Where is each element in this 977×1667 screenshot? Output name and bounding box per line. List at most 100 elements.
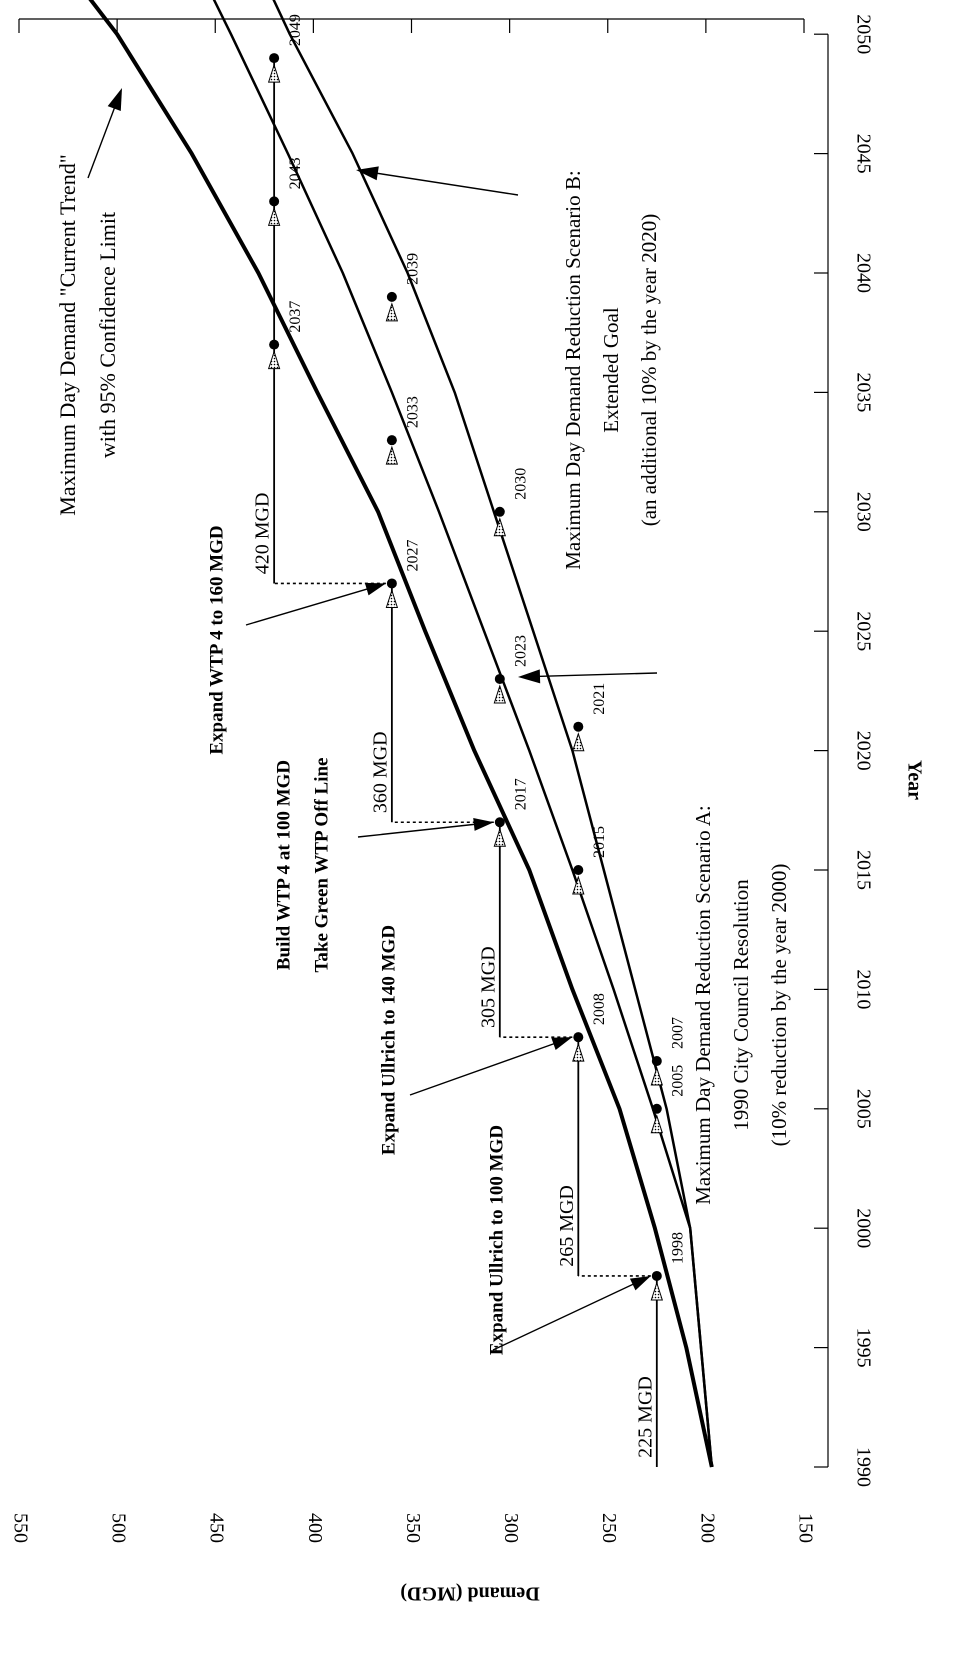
year-marker-dot bbox=[651, 1270, 662, 1281]
y-tick-label: 400 bbox=[304, 1513, 326, 1543]
capacity-label: 225 MGD bbox=[634, 1376, 656, 1458]
x-tick-label: 2020 bbox=[852, 731, 874, 771]
action-arrowhead-icon bbox=[364, 582, 386, 596]
axes: 1990 1995 2000 2005 2010 2015 2020 2025 2030 2035… bbox=[9, 14, 925, 1604]
capacity-label: 360 MGD bbox=[369, 731, 391, 813]
growth-arrow-icon bbox=[385, 588, 399, 608]
year-marker-label: 2017 bbox=[512, 778, 529, 810]
action-label: Take Green WTP Off Line bbox=[311, 757, 332, 972]
y-tick-label: 550 bbox=[9, 1513, 31, 1543]
leader-line bbox=[369, 171, 519, 196]
capacity-steps: 225 MGD 265 MGD 305 MGD 360 MGD 420 MGD bbox=[252, 58, 658, 1467]
y-tick-label: 350 bbox=[402, 1513, 424, 1543]
year-marker-label: 2030 bbox=[512, 468, 529, 500]
action-arrow-line bbox=[357, 823, 480, 838]
x-tick-label: 2030 bbox=[852, 492, 874, 532]
year-marker-label: 2015 bbox=[591, 826, 608, 858]
y-tick-label: 500 bbox=[108, 1513, 130, 1543]
year-marker-dot bbox=[494, 817, 505, 828]
growth-arrow-icon bbox=[267, 350, 281, 370]
y-axis-title: Demand (MGD) bbox=[400, 1582, 539, 1604]
action-label: Expand Ullrich to 140 MGD bbox=[378, 925, 399, 1155]
series-trend-line bbox=[88, 0, 714, 1468]
year-marker-dot bbox=[386, 435, 397, 446]
action-label: Expand Ullrich to 100 MGD bbox=[486, 1125, 507, 1355]
year-marker-label: 2043 bbox=[287, 157, 304, 189]
x-tick-label: 2050 bbox=[852, 14, 874, 54]
growth-arrow-icon bbox=[572, 732, 585, 752]
leader-arrowhead-icon bbox=[107, 88, 122, 112]
series-scenario-b-label: (an additional 10% by the year 2020) bbox=[637, 214, 661, 527]
action-label: Expand WTP 4 to 160 MGD bbox=[206, 525, 227, 754]
growth-arrow-icon bbox=[267, 206, 281, 226]
year-markers: 1998 2005 2007 2008 2015 2021 2017 2023 2030 2027… bbox=[267, 14, 686, 1301]
year-marker-dot bbox=[651, 1056, 662, 1067]
capacity-label: 265 MGD bbox=[556, 1185, 578, 1267]
year-marker-label: 2027 bbox=[405, 539, 422, 571]
action-label: Build WTP 4 at 100 MGD bbox=[273, 760, 294, 970]
growth-arrow-icon bbox=[493, 827, 506, 847]
leader-arrowhead-icon bbox=[356, 166, 379, 181]
year-marker-dot bbox=[386, 578, 397, 589]
series-trend-label: with 95% Confidence Limit bbox=[95, 212, 120, 458]
year-marker-dot bbox=[269, 53, 280, 64]
x-tick-label: 2005 bbox=[852, 1089, 874, 1129]
series-scenario-b-line bbox=[272, 0, 714, 1468]
growth-arrow-icon bbox=[650, 1281, 663, 1301]
year-marker-dot bbox=[494, 506, 505, 517]
year-marker-dot bbox=[573, 865, 584, 875]
action-arrowhead-icon bbox=[551, 1037, 573, 1050]
x-tick-label: 1995 bbox=[852, 1328, 874, 1368]
year-marker-dot bbox=[269, 196, 280, 207]
year-marker-label: 2033 bbox=[405, 396, 422, 428]
year-marker-label: 2007 bbox=[669, 1017, 686, 1049]
x-tick-label: 2010 bbox=[852, 969, 874, 1009]
leader-line bbox=[87, 100, 118, 179]
growth-arrow-icon bbox=[650, 1114, 663, 1134]
y-tick-label: 150 bbox=[794, 1513, 816, 1543]
growth-arrow-icon bbox=[385, 302, 399, 322]
year-marker-label: 2008 bbox=[591, 993, 608, 1025]
x-tick-label: 2035 bbox=[852, 372, 874, 412]
action-arrow-line bbox=[409, 1041, 560, 1096]
x-tick-label: 2025 bbox=[852, 611, 874, 651]
capacity-label: 420 MGD bbox=[252, 493, 274, 575]
year-marker-label: 2021 bbox=[591, 683, 608, 715]
growth-arrow-icon bbox=[572, 875, 585, 895]
series-scenario-a-label: (10% reduction by the year 2000) bbox=[767, 864, 791, 1147]
action-arrow-line bbox=[492, 1281, 639, 1351]
growth-arrow-icon bbox=[493, 684, 506, 704]
series-scenario-a-label: Maximum Day Demand Reduction Scenario A: bbox=[691, 805, 715, 1205]
action-arrow-line bbox=[245, 586, 373, 626]
y-tick-label: 200 bbox=[696, 1513, 718, 1543]
year-marker-dot bbox=[573, 1032, 584, 1043]
year-marker-dot bbox=[573, 721, 584, 732]
growth-arrow-icon bbox=[385, 445, 399, 465]
year-marker-label: 1998 bbox=[669, 1232, 686, 1264]
year-marker-dot bbox=[269, 339, 280, 350]
growth-arrow-icon bbox=[493, 517, 506, 537]
year-marker-dot bbox=[651, 1103, 662, 1114]
year-marker-dot bbox=[494, 673, 505, 684]
series-scenario-a-label: 1990 City Council Resolution bbox=[729, 879, 753, 1131]
series-scenario-b-label: Extended Goal bbox=[599, 307, 623, 433]
action-arrowhead-icon bbox=[629, 1275, 651, 1291]
growth-arrow-icon bbox=[650, 1066, 663, 1086]
y-tick-label: 300 bbox=[500, 1513, 522, 1543]
year-marker-label: 2005 bbox=[669, 1065, 686, 1097]
growth-arrow-icon bbox=[572, 1042, 585, 1062]
leader-arrowhead-icon bbox=[518, 669, 541, 684]
action-arrowhead-icon bbox=[473, 817, 494, 831]
year-marker-label: 2039 bbox=[405, 253, 422, 285]
series-trend-label: Maximum Day Demand "Current Trend" bbox=[55, 154, 80, 515]
leader-line bbox=[531, 672, 658, 678]
year-marker-label: 2049 bbox=[287, 14, 304, 46]
x-tick-label: 1990 bbox=[852, 1447, 874, 1487]
annotations: Maximum Day Demand "Current Trend" with 9… bbox=[55, 88, 791, 1355]
x-tick-label: 2015 bbox=[852, 850, 874, 890]
year-marker-label: 2037 bbox=[287, 301, 304, 333]
year-marker-dot bbox=[386, 291, 397, 302]
capacity-label: 305 MGD bbox=[477, 946, 499, 1028]
series-scenario-a-line bbox=[212, 0, 714, 1468]
